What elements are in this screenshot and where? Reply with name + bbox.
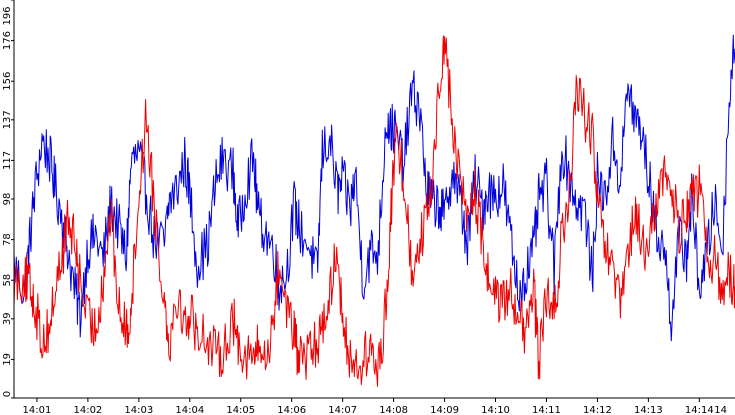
x-tick-label: 14:03: [124, 405, 153, 415]
x-tick-label: 14:12: [583, 405, 612, 415]
x-tick-label: 14:06: [277, 405, 306, 415]
y-tick-label: 117: [2, 151, 13, 170]
y-tick-label: 0: [2, 391, 13, 397]
x-tick-label: 14:04: [175, 405, 204, 415]
x-tick-label: 14: [714, 405, 727, 415]
y-tick-label: 156: [2, 72, 13, 91]
x-tick-label: 14:07: [328, 405, 357, 415]
x-tick-label: 14:13: [634, 405, 663, 415]
x-tick-label: 14:10: [481, 405, 510, 415]
y-tick-label: 176: [2, 31, 13, 50]
x-tick-label: 14:09: [430, 405, 459, 415]
y-tick-label: 98: [2, 193, 13, 206]
plot-area: [14, 0, 735, 398]
series-line-1: [13, 34, 735, 342]
y-tick-label: 39: [2, 312, 13, 325]
x-tick-label: 14:05: [226, 405, 255, 415]
plot-background: [14, 0, 735, 398]
y-tick-label: 19: [2, 353, 13, 366]
y-tick-label: 58: [2, 274, 13, 287]
series-line-2: [13, 35, 735, 387]
y-tick-label: 196: [2, 6, 13, 25]
x-tick-label: 14:11: [532, 405, 561, 415]
y-tick-label: 137: [2, 110, 13, 129]
x-tick-label: 14:01: [23, 405, 52, 415]
x-tick-label: 14:08: [379, 405, 408, 415]
series-2: [13, 35, 735, 387]
x-tick-label: 14:14: [685, 405, 714, 415]
x-axis: 14:01 14:02 14:03 14:04 14:05 14:06 14:07 14:08…: [14, 397, 735, 415]
series-1: [13, 34, 735, 342]
x-tick-label: 14:02: [73, 405, 102, 415]
series-layer: [13, 34, 735, 387]
y-tick-label: 78: [2, 233, 13, 246]
y-axis: 0 19 39 58 78 98 117 137 156 176 196: [2, 0, 15, 399]
